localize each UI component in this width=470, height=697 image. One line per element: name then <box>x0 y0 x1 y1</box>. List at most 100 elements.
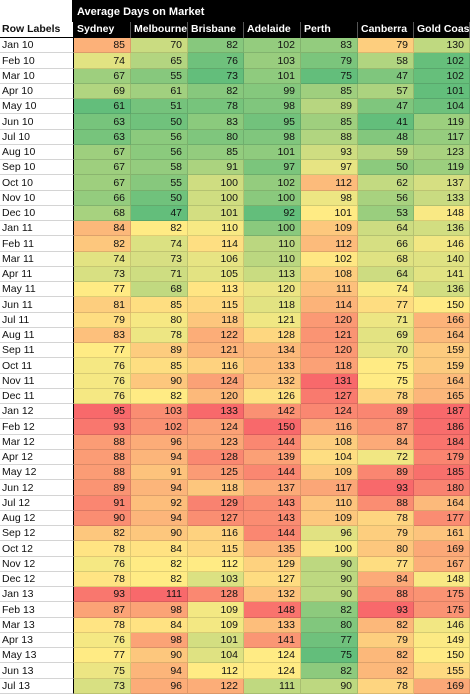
heatmap-cell: 84 <box>74 221 131 236</box>
heatmap-cell: 140 <box>414 252 470 267</box>
row-label: Jan 11 <box>0 221 74 236</box>
heatmap-cell: 133 <box>414 191 470 206</box>
heatmap-cell: 68 <box>74 206 131 221</box>
heatmap-cell: 76 <box>74 374 131 389</box>
heatmap-cell: 115 <box>188 297 244 313</box>
heatmap-cell: 100 <box>301 541 358 557</box>
heatmap-cell: 77 <box>358 557 414 572</box>
heatmap-cell: 82 <box>188 84 244 99</box>
heatmap-cell: 59 <box>358 145 414 160</box>
heatmap-cell: 111 <box>244 679 301 694</box>
heatmap-cell: 82 <box>74 236 131 252</box>
heatmap-cell: 105 <box>188 267 244 282</box>
heatmap-cell: 79 <box>358 633 414 648</box>
heatmap-cell: 99 <box>244 84 301 99</box>
heatmap-cell: 64 <box>358 221 414 236</box>
row-label: Dec 10 <box>0 206 74 221</box>
heatmap-cell: 98 <box>244 130 301 145</box>
heatmap-cell: 98 <box>244 99 301 114</box>
heatmap-cell: 73 <box>131 252 188 267</box>
row-label: Feb 12 <box>0 419 74 435</box>
heatmap-cell: 108 <box>301 435 358 450</box>
heatmap-cell: 82 <box>301 663 358 679</box>
row-label: Dec 12 <box>0 572 74 587</box>
row-label: Jun 12 <box>0 480 74 496</box>
heatmap-cell: 82 <box>358 618 414 633</box>
heatmap-cell: 87 <box>358 419 414 435</box>
heatmap-cell: 118 <box>244 297 301 313</box>
heatmap-cell: 83 <box>301 38 358 53</box>
heatmap-cell: 85 <box>131 297 188 313</box>
heatmap-cell: 164 <box>414 328 470 343</box>
heatmap-cell: 110 <box>244 236 301 252</box>
heatmap-cell: 74 <box>74 252 131 267</box>
heatmap-cell: 92 <box>244 206 301 221</box>
heatmap-cell: 148 <box>414 206 470 221</box>
heatmap-cell: 90 <box>131 648 188 663</box>
heatmap-cell: 128 <box>188 587 244 602</box>
heatmap-cell: 82 <box>131 572 188 587</box>
row-label: Sep 11 <box>0 343 74 358</box>
heatmap-cell: 109 <box>188 602 244 618</box>
heatmap-cell: 78 <box>74 572 131 587</box>
heatmap-cell: 75 <box>301 69 358 84</box>
heatmap-cell: 124 <box>244 663 301 679</box>
heatmap-cell: 166 <box>414 313 470 328</box>
heatmap-cell: 179 <box>414 450 470 465</box>
heatmap-cell: 122 <box>188 328 244 343</box>
heatmap-cell: 85 <box>74 38 131 53</box>
column-header: Adelaide <box>244 22 301 38</box>
row-label: May 11 <box>0 282 74 297</box>
heatmap-cell: 103 <box>188 572 244 587</box>
heatmap-cell: 89 <box>301 99 358 114</box>
heatmap-cell: 73 <box>74 267 131 282</box>
column-header: Sydney <box>74 22 131 38</box>
heatmap-cell: 121 <box>244 313 301 328</box>
heatmap-cell: 68 <box>358 252 414 267</box>
column-header: Brisbane <box>188 22 244 38</box>
column-header: Melbourne <box>131 22 188 38</box>
heatmap-cell: 93 <box>74 587 131 602</box>
heatmap-cell: 62 <box>358 175 414 191</box>
row-label: Jan 12 <box>0 404 74 419</box>
heatmap-cell: 51 <box>131 99 188 114</box>
heatmap-cell: 41 <box>358 114 414 130</box>
heatmap-cell: 94 <box>131 450 188 465</box>
heatmap-cell: 56 <box>131 130 188 145</box>
title-bar-corner <box>0 0 73 22</box>
row-label: Aug 11 <box>0 328 74 343</box>
heatmap-cell: 88 <box>301 130 358 145</box>
heatmap-cell: 56 <box>131 145 188 160</box>
heatmap-cell: 111 <box>131 587 188 602</box>
heatmap-cell: 100 <box>188 191 244 206</box>
heatmap-cell: 110 <box>244 252 301 267</box>
heatmap-cell: 79 <box>301 53 358 69</box>
row-label: Aug 12 <box>0 511 74 526</box>
heatmap-cell: 137 <box>244 480 301 496</box>
heatmap-cell: 112 <box>301 236 358 252</box>
heatmap-cell: 128 <box>244 328 301 343</box>
heatmap-cell: 123 <box>414 145 470 160</box>
heatmap-cell: 95 <box>74 404 131 419</box>
heatmap-cell: 80 <box>188 130 244 145</box>
heatmap-cell: 61 <box>74 99 131 114</box>
heatmap-cell: 118 <box>188 480 244 496</box>
heatmap-cell: 117 <box>414 130 470 145</box>
heatmap-cell: 98 <box>301 191 358 206</box>
heatmap-cell: 72 <box>358 450 414 465</box>
heatmap-cell: 91 <box>131 465 188 480</box>
row-label: Jul 12 <box>0 496 74 511</box>
heatmap-cell: 47 <box>358 99 414 114</box>
heatmap-cell: 84 <box>131 618 188 633</box>
heatmap-cell: 148 <box>244 602 301 618</box>
heatmap-cell: 124 <box>244 648 301 663</box>
heatmap-cell: 89 <box>358 465 414 480</box>
heatmap-cell: 108 <box>301 267 358 282</box>
heatmap-cell: 76 <box>74 389 131 404</box>
heatmap-cell: 96 <box>301 526 358 541</box>
heatmap-cell: 102 <box>244 175 301 191</box>
row-label: Nov 12 <box>0 557 74 572</box>
heatmap-cell: 175 <box>414 602 470 618</box>
heatmap-cell: 90 <box>301 679 358 694</box>
row-label: May 10 <box>0 99 74 114</box>
